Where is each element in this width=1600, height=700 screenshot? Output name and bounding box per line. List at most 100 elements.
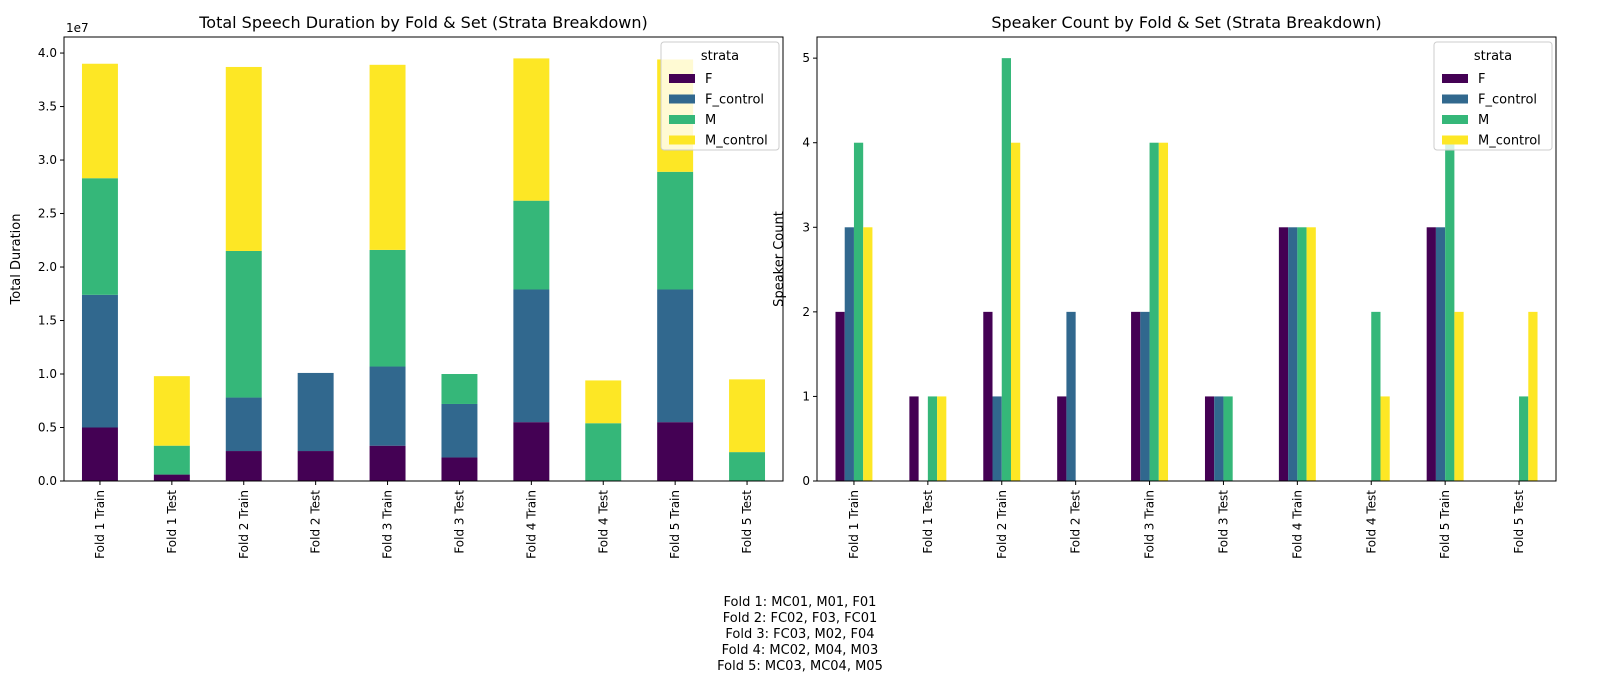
footnote-line: Fold 5: MC03, MC04, M05: [717, 659, 883, 674]
bar-segment: [81, 427, 118, 481]
x-tick-label: Fold 2 Train: [995, 490, 1009, 559]
speaker-count-chart: 0 1 2 3 4 5 Fold 1 Train Fold 1 Test Fold 2 Trai…: [772, 13, 1557, 559]
bar-segment: [369, 445, 406, 481]
x-tick-label: Fold 1 Train: [93, 490, 107, 559]
bar-segment: [657, 289, 694, 423]
y-tick-label: 2.0: [38, 260, 57, 274]
x-tick-label: Fold 1 Test: [165, 490, 179, 554]
bar-segment: [441, 457, 478, 481]
bar-segment: [585, 423, 622, 481]
x-tick-label: Fold 4 Train: [1290, 490, 1304, 559]
y-tick-label: 1: [802, 389, 810, 403]
legend-swatch: [1442, 115, 1468, 124]
bar-segment: [225, 250, 262, 398]
bar-segment: [441, 374, 478, 404]
bar-segment: [153, 445, 190, 475]
bar-segment: [513, 422, 550, 481]
y-tick-label: 3.0: [38, 153, 57, 167]
bar: [1010, 142, 1021, 481]
bar-segment: [585, 380, 622, 424]
bar: [909, 396, 919, 481]
x-tick-label: Fold 5 Train: [668, 490, 682, 559]
bar: [1057, 396, 1067, 481]
axes-frame: [63, 36, 784, 482]
x-tick-label: Fold 4 Train: [524, 490, 538, 559]
bar: [1445, 142, 1455, 481]
legend-label: M: [1478, 113, 1489, 128]
bar-segment: [657, 171, 694, 290]
bar-segment: [153, 474, 190, 481]
x-tick-label: Fold 3 Train: [1143, 490, 1157, 559]
legend-swatch: [1442, 135, 1468, 145]
bar: [853, 142, 864, 481]
bar: [983, 311, 993, 481]
legend-label: F: [1478, 72, 1485, 87]
x-tick-label: Fold 1 Train: [847, 490, 861, 559]
y-axis-label: Speaker Count: [772, 211, 787, 307]
bar-segment: [513, 58, 550, 201]
bar: [1297, 227, 1307, 481]
bar: [1140, 311, 1150, 481]
bar: [1149, 142, 1159, 481]
x-tick-label: Fold 5 Test: [740, 490, 754, 554]
bar-segment: [369, 64, 406, 250]
y-tick-label: 0.0: [38, 474, 57, 488]
legend-swatch: [669, 115, 695, 124]
bar: [937, 396, 947, 481]
bar-segment: [81, 63, 118, 179]
y-tick-label: 4: [802, 136, 810, 150]
legend-label: M_control: [1478, 134, 1541, 149]
y-tick-label: 4.0: [38, 46, 57, 60]
x-tick-label: Fold 3 Train: [381, 490, 395, 559]
bar: [1131, 311, 1141, 481]
legend-swatch: [1442, 74, 1468, 83]
legend-label: M_control: [705, 134, 768, 149]
x-tick-label: Fold 2 Train: [237, 490, 251, 559]
bar: [1288, 227, 1298, 481]
footnote-line: Fold 1: MC01, M01, F01: [723, 595, 877, 610]
legend-swatch: [669, 94, 695, 104]
axes-frame: [816, 36, 1557, 482]
bar: [1066, 311, 1076, 481]
bar: [1001, 58, 1011, 482]
bar-segment: [729, 379, 766, 453]
y-tick-label: 0.5: [38, 421, 57, 435]
y-offset-label: 1e7: [66, 21, 89, 35]
x-tick-label: Fold 2 Test: [309, 490, 323, 554]
bar: [1528, 311, 1538, 481]
bar: [1426, 227, 1436, 481]
bar: [844, 227, 854, 481]
bar: [1214, 396, 1224, 481]
bar-segment: [81, 178, 118, 295]
x-tick-label: Fold 1 Test: [921, 490, 935, 554]
bar-segment: [729, 452, 766, 481]
legend-title: strata: [701, 49, 739, 64]
legend-label: F: [705, 72, 712, 87]
bar: [835, 311, 845, 481]
bar-segment: [657, 422, 694, 481]
bar-segment: [369, 366, 406, 446]
legend: strata F F_control M M_control: [1433, 41, 1553, 151]
legend-swatch: [1442, 94, 1468, 104]
legend-label: F_control: [705, 93, 764, 108]
x-tick-label: Fold 3 Test: [1216, 490, 1230, 554]
bar: [1306, 227, 1316, 481]
footnote-line: Fold 3: FC03, M02, F04: [725, 627, 875, 642]
bar-segment: [441, 403, 478, 458]
legend-swatch: [669, 135, 695, 145]
chart-title: Speaker Count by Fold & Set (Strata Brea…: [991, 13, 1381, 32]
bar: [863, 227, 873, 481]
bar: [1158, 142, 1169, 481]
legend-label: F_control: [1478, 93, 1537, 108]
bar-segment: [225, 66, 262, 251]
footnote-line: Fold 4: MC02, M04, M03: [721, 643, 879, 658]
y-tick-label: 2: [802, 305, 810, 319]
bar-segment: [297, 451, 334, 481]
bar-segment: [297, 372, 334, 452]
y-tick-label: 5: [802, 51, 810, 65]
fold-legend-footnote: Fold 1: MC01, M01, F01 Fold 2: FC02, F03…: [0, 595, 1600, 675]
bar-segment: [225, 451, 262, 481]
y-tick-label: 3.5: [38, 100, 57, 114]
bar-segment: [153, 376, 190, 446]
bar-segment: [225, 397, 262, 452]
